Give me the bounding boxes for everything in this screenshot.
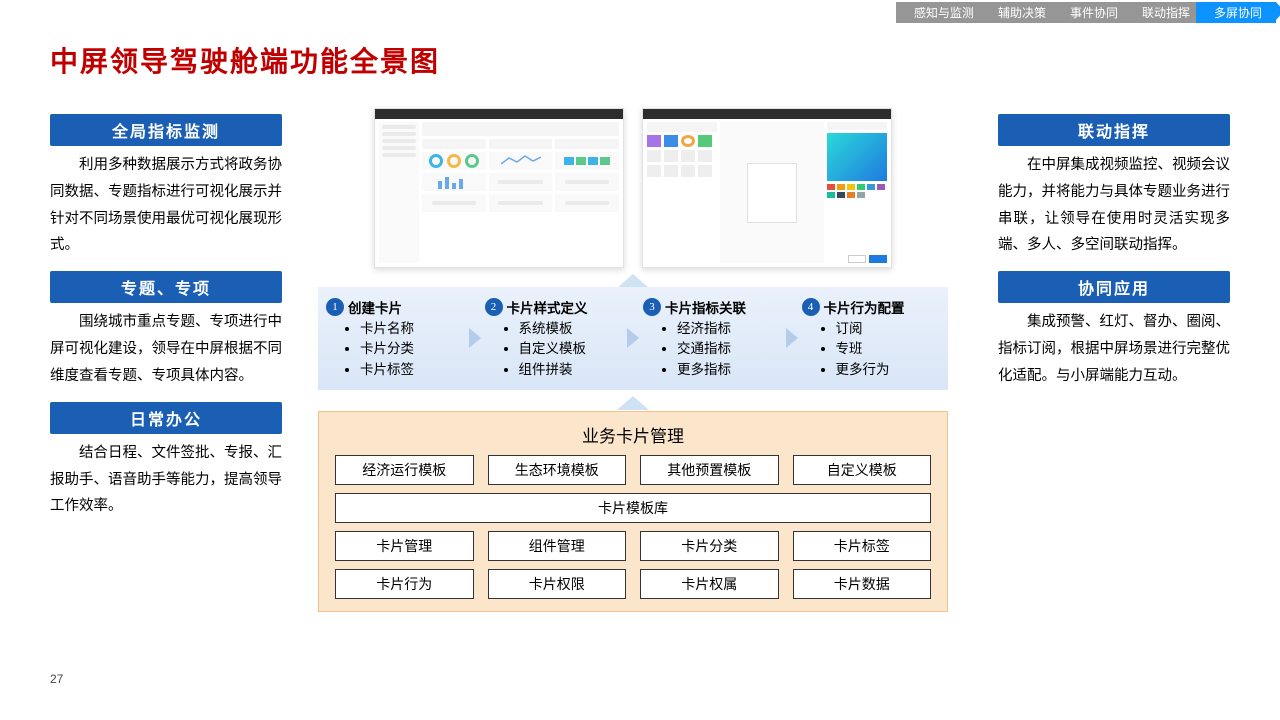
breadcrumb: 感知与监测 辅助决策 事件协同 联动指挥 多屏协同 xyxy=(896,2,1276,23)
mgmt-cell: 卡片标签 xyxy=(793,531,932,561)
bc-item-3[interactable]: 事件协同 xyxy=(1052,2,1132,23)
left-hdr-3: 日常办公 xyxy=(50,402,282,434)
mgmt-cell: 卡片权属 xyxy=(640,569,779,599)
step-2: 2卡片样式定义 系统模板自定义模板组件拼装 xyxy=(485,297,624,380)
mgmt-cell: 组件管理 xyxy=(488,531,627,561)
mockups xyxy=(318,108,948,268)
bc-item-1[interactable]: 感知与监测 xyxy=(896,2,988,23)
mgmt-cell: 自定义模板 xyxy=(793,455,932,485)
right-body-1: 在中屏集成视频监控、视频会议能力，并将能力与具体专题业务进行串联，让领导在使用时… xyxy=(998,146,1230,271)
arrow-up-icon xyxy=(617,396,649,410)
mgmt-title: 业务卡片管理 xyxy=(335,422,931,447)
mgmt-cell: 经济运行模板 xyxy=(335,455,474,485)
left-column: 全局指标监测 利用多种数据展示方式将政务协同数据、专题指标进行可视化展示并针对不… xyxy=(50,114,282,532)
mgmt-panel: 业务卡片管理 经济运行模板 生态环境模板 其他预置模板 自定义模板 卡片模板库 … xyxy=(318,411,948,612)
left-hdr-2: 专题、专项 xyxy=(50,271,282,303)
arrow-right-icon xyxy=(469,328,481,348)
mgmt-cell: 卡片管理 xyxy=(335,531,474,561)
line-chart-icon xyxy=(489,152,553,170)
widget-icon xyxy=(698,135,712,147)
step-1: 1创建卡片 卡片名称卡片分类卡片标签 xyxy=(326,297,465,380)
mockup-1 xyxy=(374,108,624,268)
left-body-1: 利用多种数据展示方式将政务协同数据、专题指标进行可视化展示并针对不同场景使用最优… xyxy=(50,146,282,271)
step-4: 4卡片行为配置 订阅专班更多行为 xyxy=(802,297,941,380)
mgmt-cell: 卡片权限 xyxy=(488,569,627,599)
page-title: 中屏领导驾驶舱端功能全景图 xyxy=(50,40,440,80)
bc-item-2[interactable]: 辅助决策 xyxy=(980,2,1060,23)
donut-icon xyxy=(422,152,486,170)
mockup-2 xyxy=(642,108,892,268)
left-body-3: 结合日程、文件签批、专报、汇报助手、语音助手等能力，提高领导工作效率。 xyxy=(50,434,282,532)
right-hdr-1: 联动指挥 xyxy=(998,114,1230,146)
right-body-2: 集成预警、红灯、督办、圈阅、指标订阅，根据中屏场景进行完整优化适配。与小屏端能力… xyxy=(998,303,1230,401)
mgmt-cell: 卡片行为 xyxy=(335,569,474,599)
arrow-up-icon xyxy=(617,274,649,288)
center-diagram: 1创建卡片 卡片名称卡片分类卡片标签 2卡片样式定义 系统模板自定义模板组件拼装… xyxy=(318,108,948,612)
bc-item-5[interactable]: 多屏协同 xyxy=(1196,2,1276,23)
mgmt-cell: 卡片分类 xyxy=(640,531,779,561)
widget-icon xyxy=(664,135,678,147)
bar-chart-icon xyxy=(422,173,486,191)
bc-item-4[interactable]: 联动指挥 xyxy=(1124,2,1204,23)
mgmt-cell-full: 卡片模板库 xyxy=(335,493,931,523)
color-picker-icon xyxy=(827,133,887,181)
page-number: 27 xyxy=(50,672,63,686)
arrow-right-icon xyxy=(627,328,639,348)
step-3: 3卡片指标关联 经济指标交通指标更多指标 xyxy=(643,297,782,380)
steps-row: 1创建卡片 卡片名称卡片分类卡片标签 2卡片样式定义 系统模板自定义模板组件拼装… xyxy=(318,287,948,390)
left-hdr-1: 全局指标监测 xyxy=(50,114,282,146)
mgmt-cell: 其他预置模板 xyxy=(640,455,779,485)
left-body-2: 围绕城市重点专题、专项进行中屏可视化建设，领导在中屏根据不同维度查看专题、专项具… xyxy=(50,303,282,401)
mgmt-cell: 卡片数据 xyxy=(793,569,932,599)
widget-icon xyxy=(681,135,695,147)
right-column: 联动指挥 在中屏集成视频监控、视频会议能力，并将能力与具体专题业务进行串联，让领… xyxy=(998,114,1230,402)
mgmt-cell: 生态环境模板 xyxy=(488,455,627,485)
widget-icon xyxy=(647,135,661,147)
right-hdr-2: 协同应用 xyxy=(998,271,1230,303)
arrow-right-icon xyxy=(786,328,798,348)
tile-icon xyxy=(555,152,619,170)
